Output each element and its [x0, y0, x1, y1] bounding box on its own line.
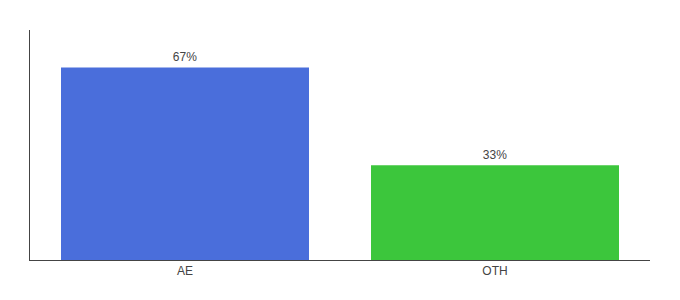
svg-text:AE: AE — [177, 264, 193, 278]
svg-text:OTH: OTH — [482, 264, 507, 278]
svg-text:67%: 67% — [173, 50, 197, 64]
svg-text:33%: 33% — [483, 148, 507, 162]
